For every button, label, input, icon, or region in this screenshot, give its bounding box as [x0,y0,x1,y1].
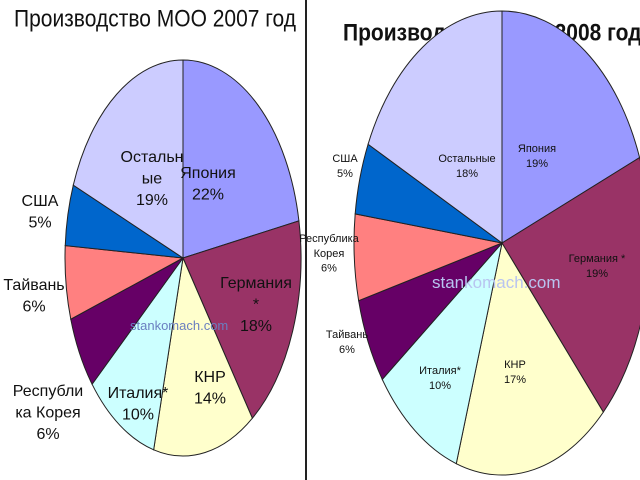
slice-label: Япония 22% [180,165,236,204]
chart-2007: Производство МОО 2007 год Япония 22% Герма… [0,0,305,480]
pie-slice [455,241,604,476]
slice-label: Германия * 19% [569,253,626,280]
pie-slice [501,156,640,414]
slice-label: Италия* 10% [108,385,169,424]
pie-slice [501,10,640,244]
slice-label: Германия * 18% [220,275,292,335]
pie-slice [91,257,184,451]
pie-slice [381,241,503,465]
chart-title: Производство МОО 2007 год [14,6,296,33]
pie-slice [153,256,253,457]
pie-slice [72,59,184,259]
pie-slice [182,59,300,259]
pie-chart-2007: Япония 22% Германия * 18% КНР 14% Италия* 10% Рес… [3,59,302,457]
slice-label: Республи ка Корея 6% [13,383,83,443]
slice-label: Республика Корея 6% [299,233,359,275]
pie-slice [367,10,503,244]
pie-slice [182,220,302,420]
slice-label: КНР 17% [504,359,526,386]
slice-label: Тайвань 6% [3,277,64,316]
slice-label: Италия* 10% [419,365,461,392]
pie-chart-2008: Япония 19% Германия * 19% КНР 17% Италия* 10% Та… [299,10,640,476]
chart-2008: Производство МОО 2008 год Япония19%Герма… [299,0,640,480]
slice-label: США 5% [22,193,59,232]
slice-label: Тайвань 6% [326,329,368,356]
slice-label: КНР 14% [194,369,226,408]
slice-label: Япония 19% [518,143,556,170]
watermark: stankomach.com [432,273,561,292]
slice-label: Остальн ые 19% [121,149,184,209]
watermark: stankomach.com [130,318,228,333]
slice-label: США 5% [332,153,358,180]
slice-label: Остальные 18% [438,153,495,180]
